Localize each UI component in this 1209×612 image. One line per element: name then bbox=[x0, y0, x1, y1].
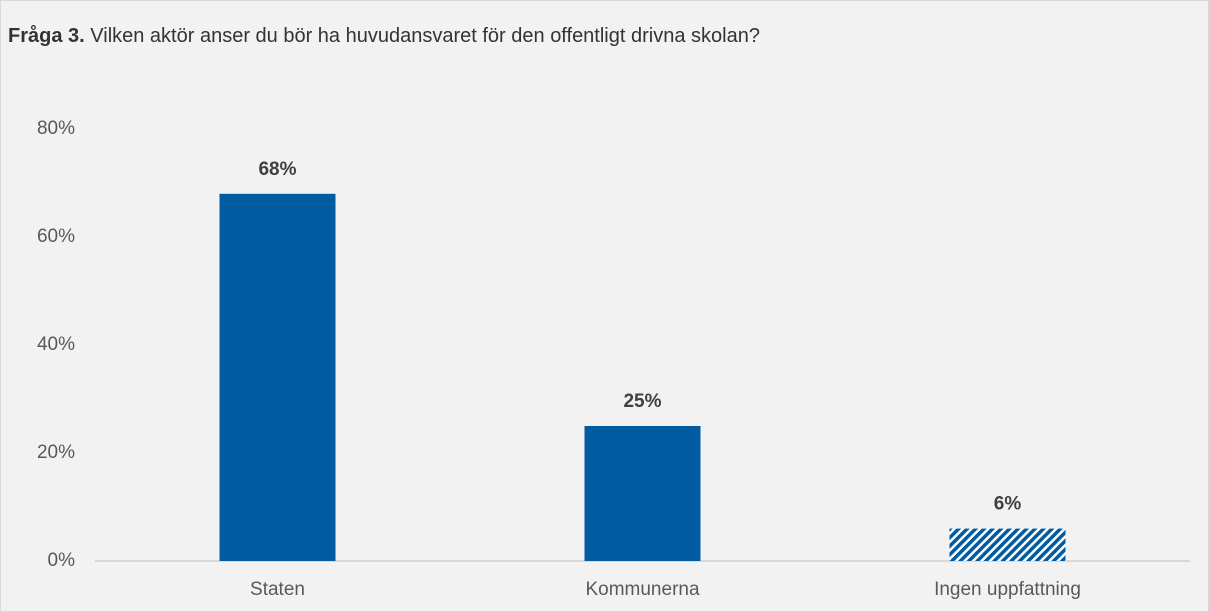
y-tick-label: 0% bbox=[48, 550, 76, 571]
y-tick-label: 80% bbox=[37, 118, 75, 139]
bar bbox=[949, 528, 1066, 561]
chart-title: Fråga 3. Vilken aktör anser du bör ha hu… bbox=[8, 24, 760, 47]
bar bbox=[584, 426, 701, 561]
x-tick-label: Kommunerna bbox=[585, 579, 699, 600]
value-label: 6% bbox=[994, 494, 1022, 515]
y-tick-label: 20% bbox=[37, 442, 75, 463]
x-tick-label: Staten bbox=[250, 579, 305, 600]
y-tick-label: 40% bbox=[37, 334, 75, 355]
bar bbox=[219, 193, 336, 562]
y-tick-label: 60% bbox=[37, 226, 75, 247]
x-tick-label: Ingen uppfattning bbox=[934, 579, 1081, 600]
value-label: 68% bbox=[258, 159, 296, 180]
title-lead: Fråga 3. bbox=[8, 24, 85, 47]
value-label: 25% bbox=[623, 391, 661, 412]
title-text: Vilken aktör anser du bör ha huvudansvar… bbox=[90, 25, 760, 47]
